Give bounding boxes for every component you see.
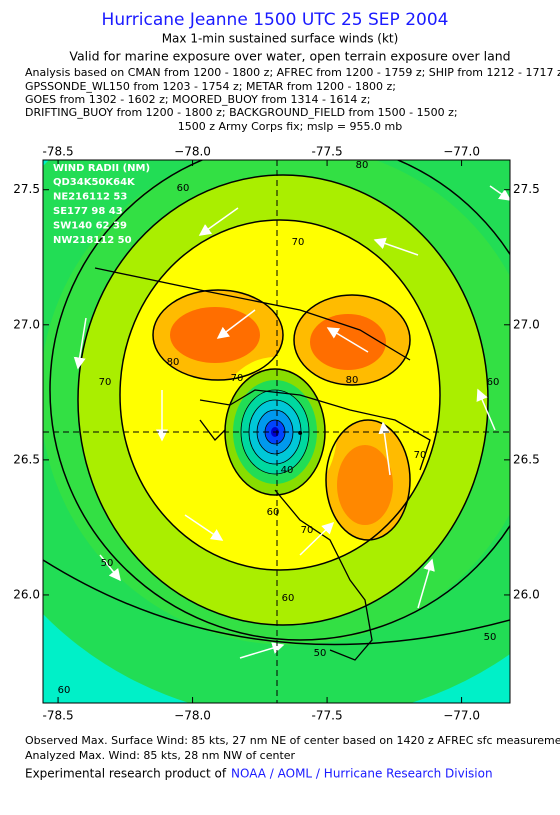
x-tick-label: -77.5 — [312, 709, 343, 723]
fix: 1500 z Army Corps fix; mslp = 955.0 mb — [178, 120, 403, 133]
validity: Valid for marine exposure over water, op… — [69, 49, 510, 64]
wind-radii-row: NE216112 53 — [53, 192, 127, 203]
contour-label: 50 — [314, 648, 327, 659]
y-tick-label: 26.5 — [13, 452, 40, 466]
contour-label: 60 — [58, 685, 71, 696]
contour-label: 60 — [177, 183, 190, 194]
analyzed: Analyzed Max. Wind: 85 kts, 28 nm NW of … — [25, 749, 296, 762]
x-tick-label: −77.0 — [443, 145, 480, 159]
contour-label: 70 — [99, 377, 112, 388]
wind-radii-row: SW140 62 39 — [53, 221, 127, 232]
x-tick-label: -78.5 — [43, 145, 74, 159]
contour-label: 50 — [101, 558, 114, 569]
contour-label: 80 — [356, 160, 369, 171]
x-tick-label: -77.5 — [312, 145, 343, 159]
credit: Experimental research product of — [25, 767, 227, 781]
y-tick-label: 27.0 — [13, 317, 40, 331]
wind-radii-row: NW218112 50 — [53, 235, 132, 246]
x-tick-label: -78.5 — [43, 709, 74, 723]
contour-label: 40 — [281, 465, 294, 476]
y-tick-label: 26.0 — [513, 587, 540, 601]
title: Hurricane Jeanne 1500 UTC 25 SEP 2004 — [102, 10, 449, 30]
contour-label: 80 — [167, 357, 180, 368]
contour-label: 50 — [484, 632, 497, 643]
analysis-line: GOES from 1302 - 1602 z; MOORED_BUOY fro… — [25, 93, 370, 106]
x-tick-label: −77.0 — [443, 709, 480, 723]
wind-field — [43, 160, 510, 703]
coastline — [94, 267, 431, 661]
contour-label: 60 — [267, 507, 280, 518]
y-tick-label: 27.5 — [13, 182, 40, 196]
x-tick-label: −78.0 — [174, 709, 211, 723]
wind-barbs — [73, 185, 510, 659]
analysis-line: DRIFTING_BUOY from 1200 - 1800 z; BACKGR… — [25, 106, 458, 119]
contour-label: 70 — [414, 450, 427, 461]
analysis-line: Analysis based on CMAN from 1200 - 1800 … — [25, 66, 560, 79]
wind-radii-title: WIND RADII (NM) — [53, 163, 150, 174]
storm-center — [298, 430, 303, 435]
wind-radii-row: SE177 98 43 — [53, 206, 123, 217]
contour-label: 70 — [231, 373, 244, 384]
contour-label: 70 — [292, 237, 305, 248]
x-tick-label: −78.0 — [174, 145, 211, 159]
wind-radii-row: QD34K50K64K — [53, 177, 136, 188]
y-tick-label: 26.5 — [513, 452, 540, 466]
y-tick-label: 26.0 — [13, 587, 40, 601]
y-tick-label: 27.5 — [513, 182, 540, 196]
subtitle: Max 1-min sustained surface winds (kt) — [162, 32, 399, 46]
contour-label: 60 — [487, 377, 500, 388]
y-tick-label: 27.0 — [513, 317, 540, 331]
contour-label: 70 — [301, 525, 314, 536]
contour-label: 60 — [282, 593, 295, 604]
analysis-line: GPSSONDE_WL150 from 1203 - 1754 z; METAR… — [25, 80, 396, 93]
map-frame — [42, 159, 511, 704]
credit-link[interactable]: NOAA / AOML / Hurricane Research Divisio… — [231, 767, 493, 781]
observed: Observed Max. Surface Wind: 85 kts, 27 n… — [25, 734, 560, 747]
contour-label: 80 — [346, 375, 359, 386]
